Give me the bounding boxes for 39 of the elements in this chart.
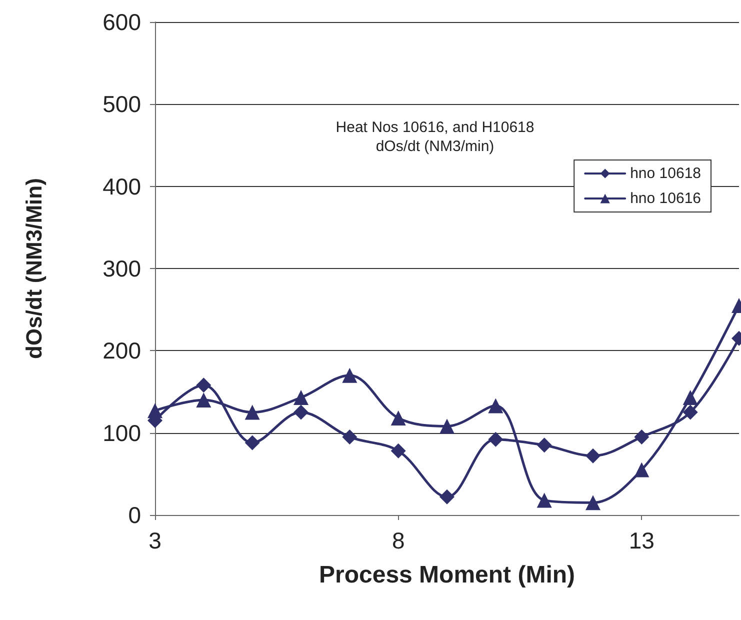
point <box>488 398 504 414</box>
point <box>682 404 698 420</box>
point <box>294 404 308 420</box>
x-tick-label: 3 <box>148 528 162 554</box>
point <box>342 368 358 383</box>
y-tick-label: 300 <box>102 256 141 282</box>
point <box>390 410 406 426</box>
x-axis-title: Process Moment (Min) <box>318 562 576 588</box>
point <box>536 492 552 508</box>
point <box>634 429 650 444</box>
point <box>196 392 212 408</box>
legend-label: hno 10618 <box>630 165 701 182</box>
point <box>634 462 650 478</box>
point <box>196 378 212 393</box>
text: Heat Nos 10616, and H10618 <box>336 119 534 136</box>
point <box>244 404 260 420</box>
y-tick-label: 100 <box>102 420 141 446</box>
point <box>390 443 406 458</box>
point <box>488 432 504 447</box>
point <box>682 390 698 405</box>
x-tick-label: 8 <box>392 528 405 554</box>
point <box>342 429 358 444</box>
point <box>244 435 260 450</box>
point <box>148 403 162 418</box>
x-tick-label: 13 <box>628 528 654 554</box>
point <box>586 495 600 510</box>
point <box>536 438 552 453</box>
point <box>440 418 454 434</box>
point <box>440 489 454 504</box>
point <box>294 390 308 405</box>
text: dOs/dt (NM3/min) <box>376 138 494 155</box>
y-tick-label: 0 <box>128 502 141 528</box>
y-axis-title: dOs/dt (NM3/Min) <box>22 178 46 359</box>
y-tick-label: 600 <box>102 9 141 35</box>
y-tick-label: 500 <box>102 91 141 118</box>
legend-label: hno 10616 <box>630 190 701 207</box>
y-tick-label: 200 <box>102 338 141 364</box>
point <box>586 448 600 464</box>
y-tick-label: 400 <box>102 173 141 200</box>
